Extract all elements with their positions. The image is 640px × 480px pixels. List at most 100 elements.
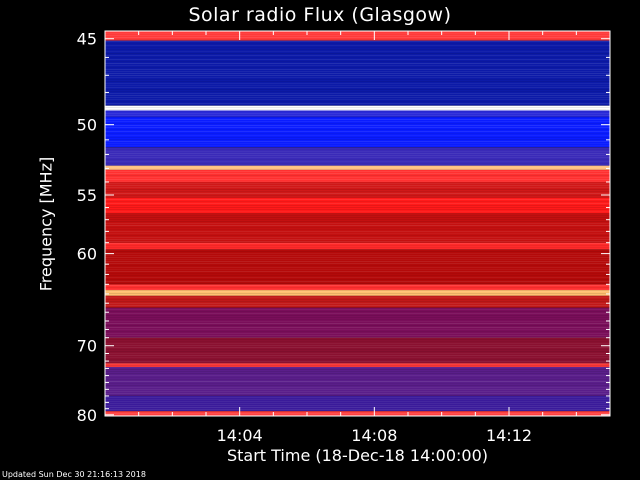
spectrum-band-17	[105, 337, 610, 364]
texture-line	[105, 149, 610, 150]
texture-line	[105, 369, 610, 370]
texture-line	[105, 299, 610, 300]
texture-line	[105, 361, 610, 362]
texture-line	[105, 119, 610, 120]
spectrum-band-15	[105, 295, 610, 308]
texture-line	[105, 263, 610, 264]
texture-line	[105, 135, 610, 136]
texture-line	[105, 413, 610, 414]
texture-line	[105, 83, 610, 84]
texture-line	[105, 223, 610, 224]
y-tick-label: 80	[77, 406, 97, 425]
texture-line	[105, 203, 610, 204]
texture-line	[105, 97, 610, 98]
texture-line	[105, 317, 610, 318]
texture-line	[105, 371, 610, 372]
texture-line	[105, 215, 610, 216]
texture-line	[105, 259, 610, 260]
texture-line	[105, 45, 610, 46]
texture-line	[105, 403, 610, 404]
texture-line	[105, 111, 610, 112]
texture-line	[105, 169, 610, 170]
texture-line	[105, 381, 610, 382]
texture-line	[105, 281, 610, 282]
texture-line	[105, 277, 610, 278]
texture-line	[105, 69, 610, 70]
texture-line	[105, 193, 610, 194]
texture-line	[105, 185, 610, 186]
texture-line	[105, 311, 610, 312]
texture-line	[105, 141, 610, 142]
texture-line	[105, 243, 610, 244]
texture-line	[105, 61, 610, 62]
x-axis: 14:04 14:08 14:12	[138, 31, 577, 445]
texture-line	[105, 241, 610, 242]
texture-line	[105, 379, 610, 380]
y-tick-label: 70	[77, 337, 97, 356]
spectrum-band-12	[105, 249, 610, 285]
texture-line	[105, 65, 610, 66]
x-tick-label: 14:04	[217, 426, 263, 445]
chart-title: Solar radio Flux (Glasgow)	[188, 4, 452, 26]
y-axis: 45 50 55 60 70 80	[77, 30, 610, 425]
texture-line	[105, 307, 610, 308]
texture-line	[105, 79, 610, 80]
x-axis-label: Start Time (18-Dec-18 14:00:00)	[226, 446, 489, 465]
texture-line	[105, 55, 610, 56]
texture-line	[105, 207, 610, 208]
texture-line	[105, 397, 610, 398]
texture-line	[105, 225, 610, 226]
texture-line	[105, 189, 610, 190]
texture-line	[105, 247, 610, 248]
texture-line	[105, 201, 610, 202]
texture-line	[105, 191, 610, 192]
spectrum-band-10	[105, 213, 610, 243]
spectrum-band-1	[105, 40, 610, 106]
texture-line	[105, 87, 610, 88]
texture-line	[105, 77, 610, 78]
y-axis-label: Frequency [MHz]	[36, 156, 56, 292]
updated-timestamp: Updated Sun Dec 30 21:16:13 2018	[2, 470, 146, 479]
spectrum-band-6	[105, 165, 610, 170]
texture-line	[105, 187, 610, 188]
texture-line	[105, 173, 610, 174]
texture-line	[105, 35, 610, 36]
texture-line	[105, 211, 610, 212]
texture-line	[105, 115, 610, 116]
texture-line	[105, 407, 610, 408]
texture-line	[105, 33, 610, 34]
texture-line	[105, 267, 610, 268]
spectrum-band-4	[105, 116, 610, 148]
texture-line	[105, 245, 610, 246]
y-tick-label: 60	[77, 245, 97, 264]
texture-line	[105, 291, 610, 292]
spectrum-band-7	[105, 169, 610, 182]
texture-line	[105, 67, 610, 68]
texture-line	[105, 347, 610, 348]
texture-line	[105, 229, 610, 230]
spectrum-band-2	[105, 105, 610, 111]
spectrum-band-11	[105, 242, 610, 250]
spectrum-band-21	[105, 411, 610, 416]
texture-line	[105, 155, 610, 156]
texture-line	[105, 337, 610, 338]
texture-line	[105, 71, 610, 72]
texture-line	[105, 151, 610, 152]
texture-line	[105, 199, 610, 200]
texture-line	[105, 257, 610, 258]
texture-line	[105, 41, 610, 42]
texture-line	[105, 359, 610, 360]
texture-line	[105, 197, 610, 198]
texture-line	[105, 81, 610, 82]
texture-line	[105, 213, 610, 214]
texture-line	[105, 387, 610, 388]
spectrum-band-20	[105, 395, 610, 412]
texture-line	[105, 261, 610, 262]
texture-line	[105, 57, 610, 58]
texture-line	[105, 323, 610, 324]
texture-line	[105, 219, 610, 220]
texture-line	[105, 409, 610, 410]
spectrum-band-13	[105, 284, 610, 291]
texture-line	[105, 335, 610, 336]
texture-line	[105, 357, 610, 358]
